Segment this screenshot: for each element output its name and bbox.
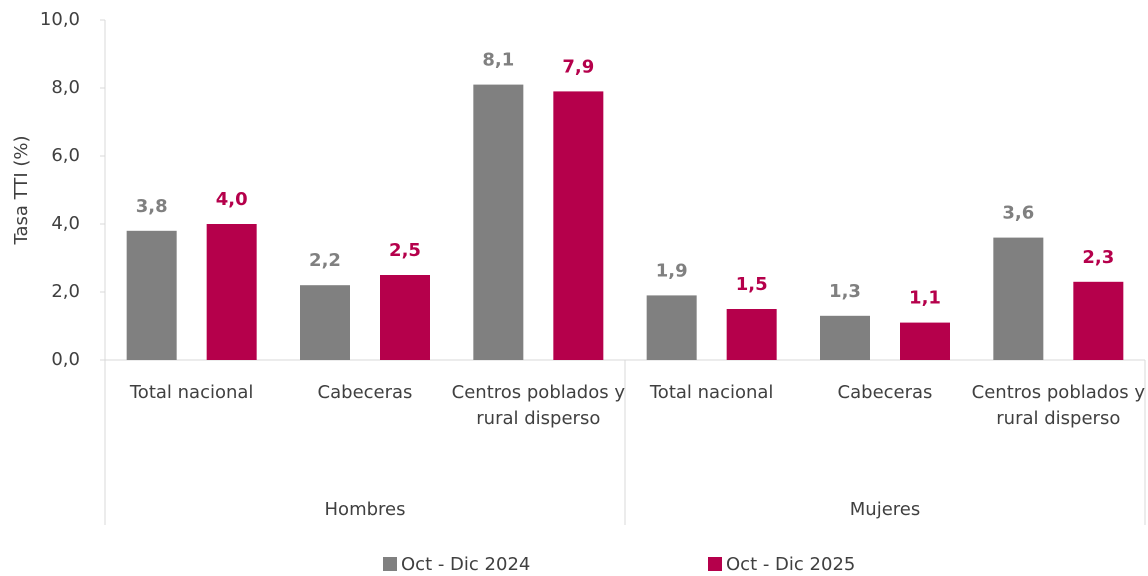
bar xyxy=(206,224,257,360)
bar xyxy=(1073,281,1124,360)
y-tick-label: 6,0 xyxy=(51,145,80,166)
bar xyxy=(380,275,430,360)
y-tick-label: 4,0 xyxy=(51,213,80,234)
x-tick-label: Centros poblados y rural disperso xyxy=(971,382,1145,429)
data-label: 2,3 xyxy=(1082,247,1114,268)
legend-label: Oct - Dic 2025 xyxy=(726,554,855,575)
data-label: 1,9 xyxy=(656,260,688,281)
data-label: 4,0 xyxy=(216,189,248,210)
data-label: 1,5 xyxy=(736,274,768,295)
bar xyxy=(726,309,777,360)
y-tick-label: 10,0 xyxy=(40,9,80,30)
data-label: 7,9 xyxy=(562,56,594,77)
data-label: 8,1 xyxy=(482,50,514,71)
legend-label: Oct - Dic 2024 xyxy=(401,554,530,575)
group-label: Hombres xyxy=(324,499,406,520)
data-label: 3,8 xyxy=(136,196,168,217)
bar xyxy=(473,84,524,360)
x-tick-label: Cabeceras xyxy=(317,382,413,403)
y-tick-label: 2,0 xyxy=(51,281,80,302)
bar xyxy=(820,315,870,360)
data-label: 2,2 xyxy=(309,250,341,271)
x-tick-label: Total nacional xyxy=(129,382,254,403)
legend-swatch xyxy=(708,557,722,571)
group-label: Mujeres xyxy=(849,499,921,520)
legend-swatch xyxy=(383,557,397,571)
x-tick-label: Total nacional xyxy=(649,382,774,403)
x-tick-label: Cabeceras xyxy=(837,382,933,403)
bar xyxy=(126,230,177,360)
bar xyxy=(646,295,697,360)
bar xyxy=(300,285,350,360)
x-tick-label: Centros poblados y rural disperso xyxy=(451,382,625,429)
bar xyxy=(553,91,604,361)
bar xyxy=(900,322,950,360)
data-label: 1,3 xyxy=(829,281,861,302)
data-label: 1,1 xyxy=(909,288,941,309)
data-label: 2,5 xyxy=(389,240,421,261)
y-tick-label: 0,0 xyxy=(51,349,80,370)
y-tick-label: 8,0 xyxy=(51,77,80,98)
data-label: 3,6 xyxy=(1002,203,1034,224)
y-axis-label: Tasa TTI (%) xyxy=(11,135,32,245)
bar xyxy=(993,237,1044,360)
